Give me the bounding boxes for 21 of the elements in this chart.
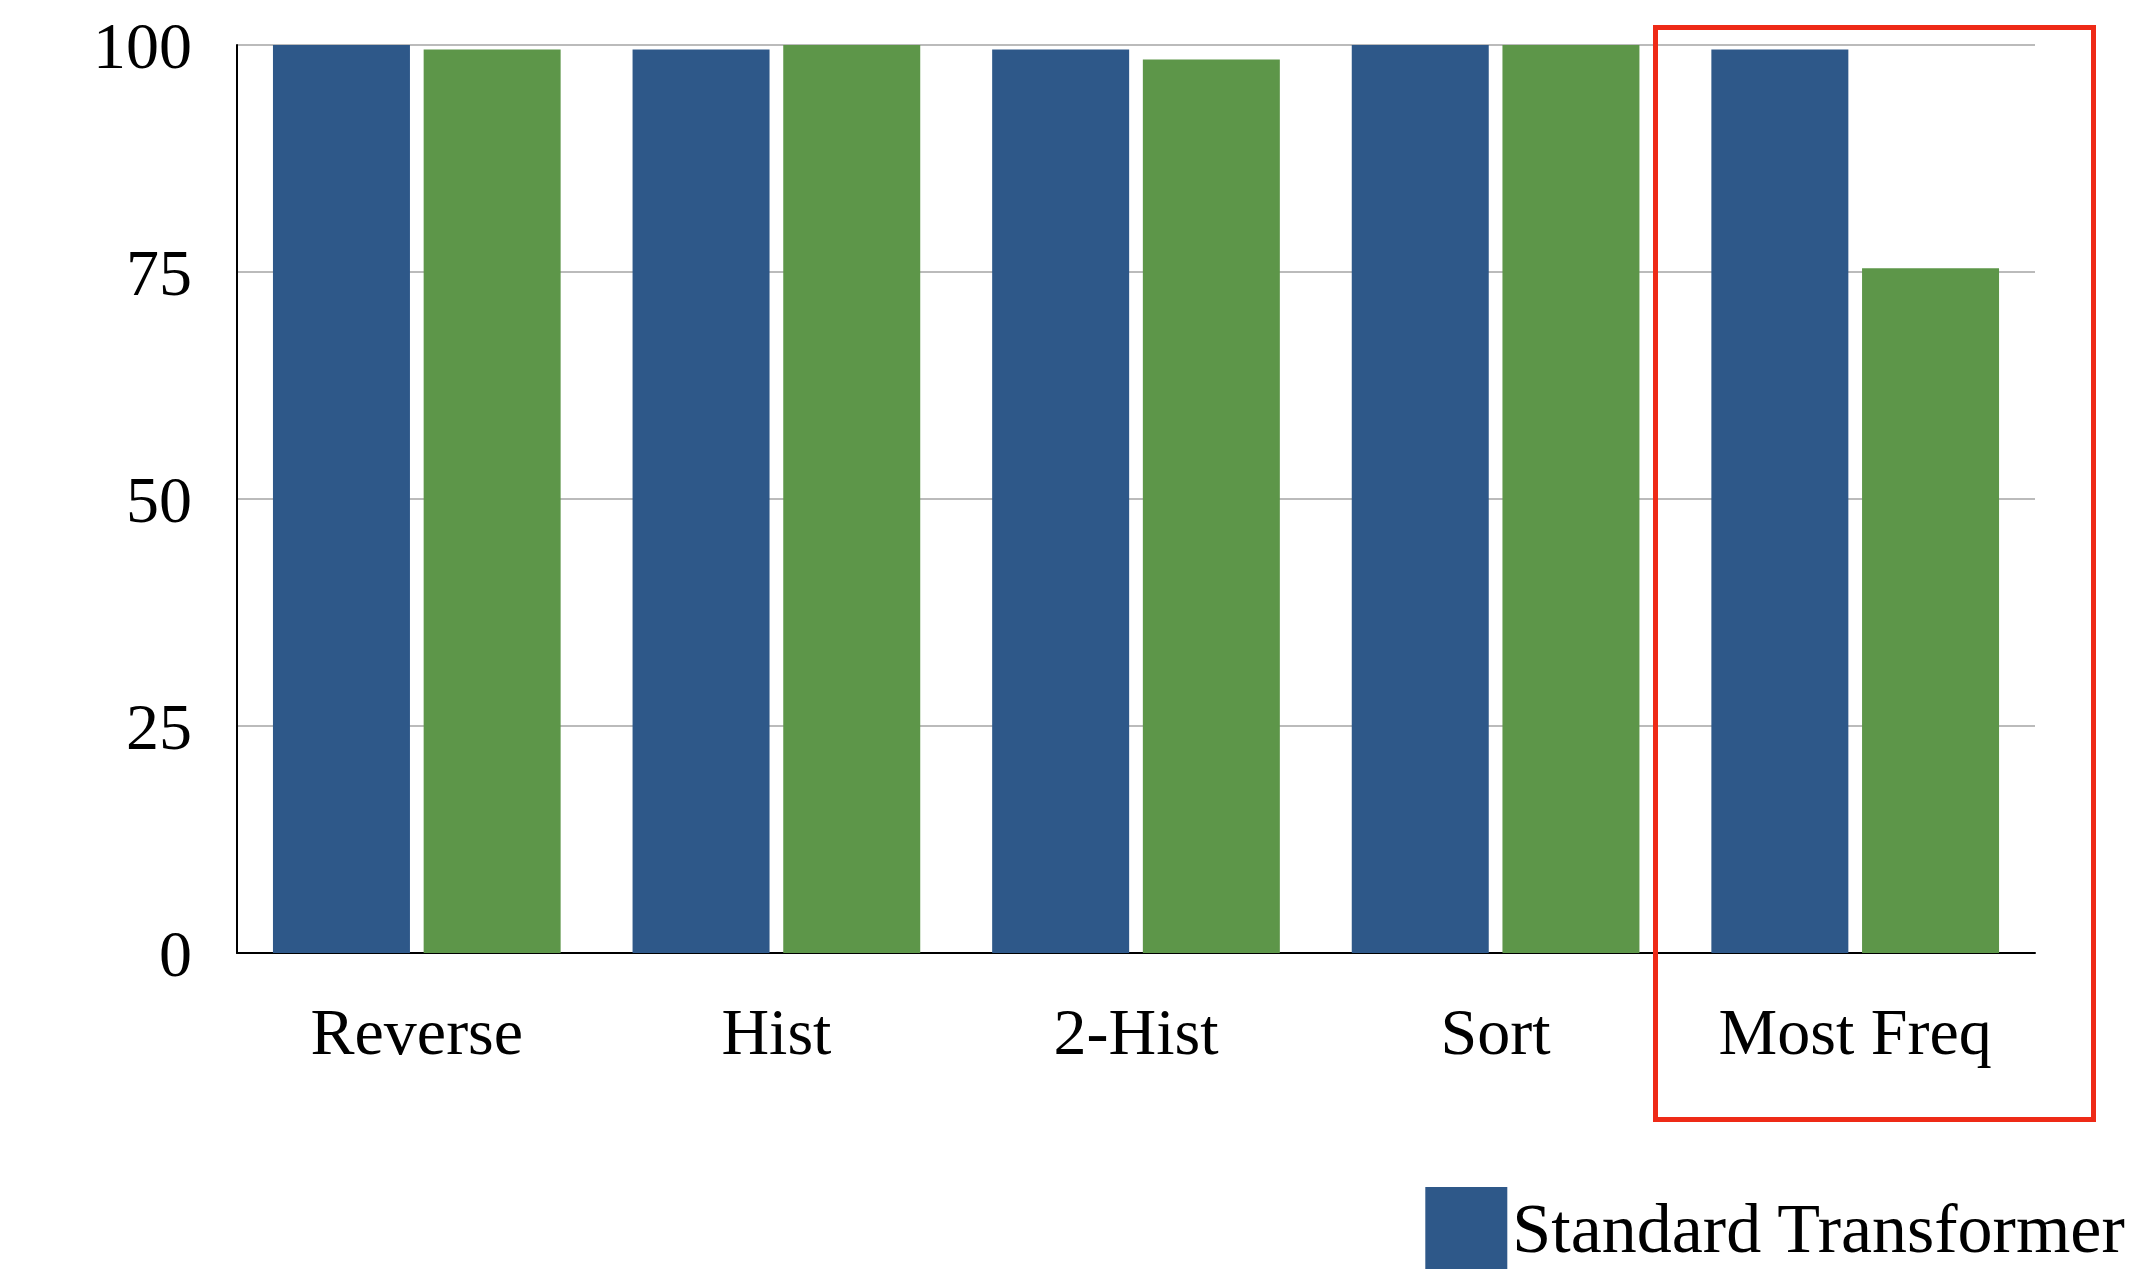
bar xyxy=(1711,49,1849,953)
bar xyxy=(1502,45,1640,953)
bar xyxy=(1862,268,2000,953)
x-tick-label: Hist xyxy=(721,994,832,1068)
y-tick-label: 0 xyxy=(159,916,192,990)
bar xyxy=(992,49,1130,953)
bar xyxy=(1142,59,1280,953)
bar xyxy=(1351,45,1489,953)
bar xyxy=(423,49,561,953)
y-tick-label: 25 xyxy=(126,689,192,763)
x-tick-label: Sort xyxy=(1440,994,1551,1068)
bar xyxy=(783,45,921,953)
x-tick-label: 2-Hist xyxy=(1053,994,1219,1068)
y-tick-label: 100 xyxy=(93,8,192,82)
bar xyxy=(632,49,770,953)
legend-label: Standard Transformer xyxy=(1512,1189,2125,1267)
y-tick-label: 75 xyxy=(126,235,192,309)
x-tick-label: Reverse xyxy=(310,994,524,1068)
y-tick-label: 50 xyxy=(126,462,192,536)
bar xyxy=(272,45,410,953)
x-tick-label: Most Freq xyxy=(1718,994,1992,1068)
